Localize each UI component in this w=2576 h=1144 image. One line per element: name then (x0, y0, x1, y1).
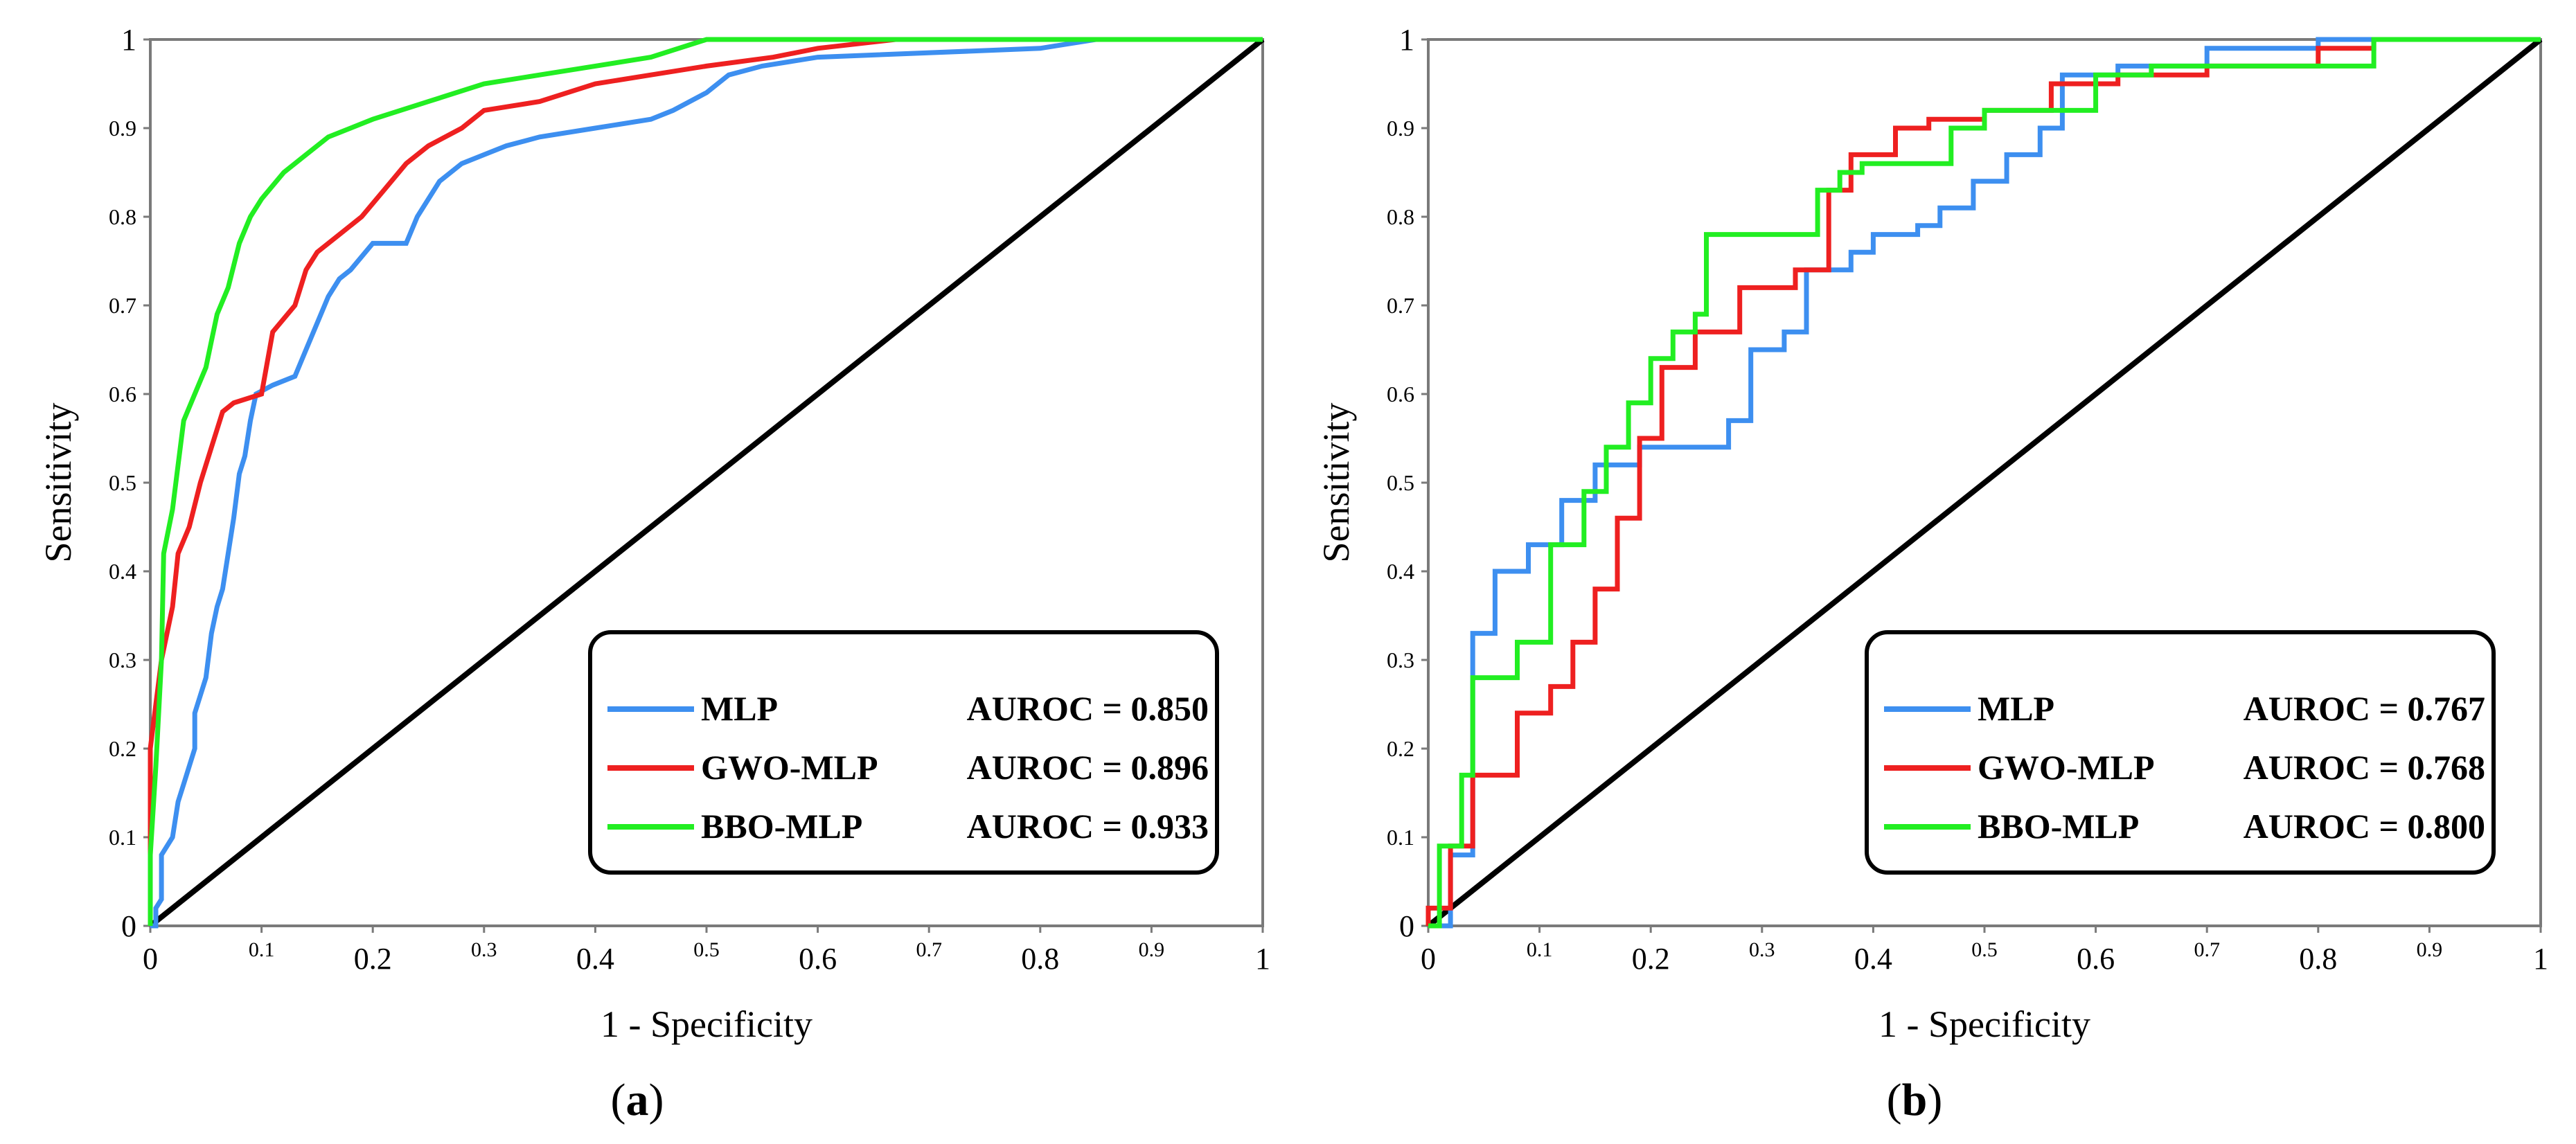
x-tick-label: 0.7 (2194, 938, 2220, 961)
x-axis-title: 1 - Specificity (601, 1003, 812, 1045)
x-tick-label: 1 (1255, 942, 1270, 976)
x-tick-label: 0.6 (2077, 942, 2115, 976)
y-tick-label: 0.1 (1387, 825, 1414, 850)
x-tick-label: 0.8 (1021, 942, 1059, 976)
x-tick-label: 0.1 (249, 938, 275, 961)
panel-caption: (a) (611, 1075, 664, 1125)
roc-curve-bbo-mlp (1428, 37, 2541, 929)
roc-panel-a: 0 0.1 0.2 0.3 0.4 0.5 0.6 0.7 0.8 0.9 1 0 0.1 0.2 0.3 0… (0, 0, 1276, 1144)
x-tick-label: 0.9 (2417, 938, 2443, 961)
x-axis-title: 1 - Specificity (1878, 1003, 2090, 1045)
x-tick-label: 0.8 (2299, 942, 2337, 976)
y-tick-label: 0.1 (109, 825, 136, 850)
x-tick-label: 0.1 (1527, 938, 1553, 961)
panel-caption: (b) (1887, 1075, 1943, 1125)
legend-box (1865, 630, 2496, 875)
roc-curve-gwo-mlp (1425, 37, 2541, 926)
y-tick-label: 0.5 (109, 470, 136, 495)
x-tick-label: 0 (1421, 942, 1436, 976)
x-tick-label: 0.4 (576, 942, 614, 976)
legend-auroc-value: AUROC = 0.896 (967, 748, 1209, 787)
x-tick-label: 1 (2533, 942, 2548, 976)
legend-auroc-value: AUROC = 0.850 (967, 689, 1209, 728)
legend-series-name: GWO-MLP (701, 748, 878, 787)
y-tick-label: 0.2 (109, 736, 136, 761)
y-tick-label: 0.8 (1387, 204, 1414, 229)
roc-curve-gwo-mlp (148, 37, 896, 926)
y-tick-label: 0.9 (1387, 116, 1414, 141)
y-tick-label: 1 (1399, 23, 1414, 57)
roc-chart-a: 0 0.1 0.2 0.3 0.4 0.5 0.6 0.7 0.8 0.9 1 0 0.1 0.2 0.3 0… (37, 23, 1270, 1125)
panel-label: b (1902, 1075, 1928, 1125)
x-tick-label: 0.9 (1139, 938, 1165, 961)
y-tick-label: 0.4 (1387, 559, 1414, 584)
diagonal-reference-line (1426, 37, 2543, 929)
legend-auroc-value: AUROC = 0.800 (2244, 807, 2485, 846)
diagonal-reference-line (148, 37, 1265, 929)
roc-chart-b: 0 0.1 0.2 0.3 0.4 0.5 0.6 0.7 0.8 0.9 1 0 0.1 0.2 0.3 0… (1315, 23, 2548, 1125)
x-tick-label: 0.2 (1632, 942, 1670, 976)
y-axis-title: Sensitivity (1315, 402, 1357, 562)
y-tick-label: 0.3 (109, 647, 136, 672)
y-tick-label: 0.7 (1387, 293, 1414, 318)
y-tick-label: 1 (121, 23, 136, 57)
roc-curve-mlp (150, 37, 1096, 929)
x-tick-label: 0.3 (1749, 938, 1775, 961)
legend-auroc-value: AUROC = 0.933 (967, 807, 1209, 846)
x-tick-label: 0.4 (1854, 942, 1892, 976)
legend-series-name: GWO-MLP (1978, 748, 2155, 787)
y-tick-label: 0.2 (1387, 736, 1414, 761)
x-tick-label: 0.5 (1971, 938, 1998, 961)
legend-series-name: BBO-MLP (701, 807, 862, 846)
roc-curve-bbo-mlp (148, 37, 1263, 926)
legend-auroc-value: AUROC = 0.767 (2244, 689, 2485, 728)
y-tick-label: 0.5 (1387, 470, 1414, 495)
legend-series-name: BBO-MLP (1978, 807, 2139, 846)
x-tick-label: 0.3 (471, 938, 497, 961)
y-tick-label: 0.6 (1387, 382, 1414, 406)
panel-label: a (626, 1075, 649, 1125)
x-tick-label: 0.6 (799, 942, 837, 976)
y-tick-label: 0 (1399, 909, 1414, 943)
legend-series-name: MLP (1978, 689, 2054, 728)
y-tick-label: 0.3 (1387, 647, 1414, 672)
legend-series-name: MLP (701, 689, 778, 728)
roc-panel-b: 0 0.1 0.2 0.3 0.4 0.5 0.6 0.7 0.8 0.9 1 0 0.1 0.2 0.3 0… (1276, 0, 2576, 1144)
x-tick-label: 0.5 (693, 938, 720, 961)
legend-box (588, 630, 1219, 875)
y-tick-label: 0 (121, 909, 136, 943)
y-tick-label: 0.9 (109, 116, 136, 141)
legend-auroc-value: AUROC = 0.768 (2244, 748, 2485, 787)
y-tick-label: 0.7 (109, 293, 136, 318)
x-tick-label: 0 (143, 942, 158, 976)
y-tick-label: 0.8 (109, 204, 136, 229)
x-tick-label: 0.2 (354, 942, 392, 976)
y-axis-title: Sensitivity (37, 402, 79, 562)
y-tick-label: 0.6 (109, 382, 136, 406)
y-tick-label: 0.4 (109, 559, 136, 584)
x-tick-label: 0.7 (916, 938, 942, 961)
